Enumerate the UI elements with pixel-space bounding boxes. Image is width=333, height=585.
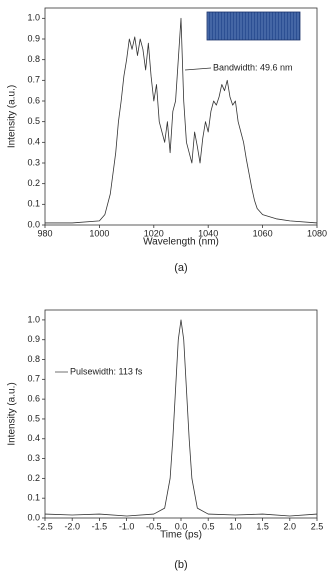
x-tick-label: 1000: [89, 228, 109, 238]
x-tick-label: 2.5: [311, 521, 324, 531]
x-tick-label: 1.0: [229, 521, 242, 531]
x-tick-label: 0.0: [175, 521, 188, 531]
y-axis-title: Intensity (a.u.): [7, 85, 18, 148]
caption: (a): [174, 262, 187, 274]
annotation: Bandwidth: 49.6 nm: [213, 62, 293, 72]
x-tick-label: 0.5: [202, 521, 215, 531]
y-tick-label: 0.9: [27, 33, 40, 43]
y-tick-label: 0.5: [27, 116, 40, 126]
x-tick-label: 2.0: [284, 521, 297, 531]
x-tick-label: -1.0: [119, 521, 135, 531]
x-tick-label: 980: [37, 228, 52, 238]
data-line: [45, 17, 318, 224]
x-tick-label: 1020: [144, 228, 164, 238]
y-tick-label: 0.0: [27, 219, 40, 229]
y-tick-label: 0.7: [27, 75, 40, 85]
plot-frame: [44, 309, 318, 519]
annotation-leader: [184, 67, 212, 71]
x-tick-label: -1.5: [92, 521, 108, 531]
y-tick-label: 0.5: [27, 413, 40, 423]
y-tick-label: 0.4: [27, 433, 40, 443]
caption: (b): [174, 559, 187, 571]
y-tick-label: 0.2: [27, 178, 40, 188]
y-tick-label: 0.1: [27, 199, 40, 209]
y-tick-label: 0.8: [27, 354, 40, 364]
x-tick-label: 1080: [307, 228, 327, 238]
y-tick-label: 1.0: [27, 13, 40, 23]
y-tick-label: 0.2: [27, 473, 40, 483]
y-tick-label: 0.8: [27, 54, 40, 64]
inset-image: [206, 11, 301, 41]
x-tick-label: 1060: [253, 228, 273, 238]
x-tick-label: 1040: [198, 228, 218, 238]
x-tick-label: -2.5: [37, 521, 53, 531]
y-tick-label: 0.0: [27, 512, 40, 522]
y-tick-label: 0.4: [27, 137, 40, 147]
y-tick-label: 0.6: [27, 95, 40, 105]
y-tick-label: 0.9: [27, 334, 40, 344]
y-tick-label: 0.3: [27, 157, 40, 167]
x-tick-label: -2.0: [64, 521, 80, 531]
x-tick-label: 1.5: [256, 521, 269, 531]
y-tick-label: 0.7: [27, 374, 40, 384]
data-line: [44, 319, 318, 517]
annotation: Pulsewidth: 113 fs: [70, 366, 143, 376]
y-tick-label: 0.6: [27, 394, 40, 404]
x-axis-title: Wavelength (nm): [143, 237, 219, 248]
x-tick-label: -0.5: [146, 521, 162, 531]
x-axis-title: Time (ps): [160, 530, 202, 541]
y-tick-label: 0.1: [27, 493, 40, 503]
plot-frame: [44, 7, 318, 226]
y-axis-title: Intensity (a.u.): [7, 382, 18, 445]
y-tick-label: 0.3: [27, 453, 40, 463]
y-tick-label: 1.0: [27, 314, 40, 324]
